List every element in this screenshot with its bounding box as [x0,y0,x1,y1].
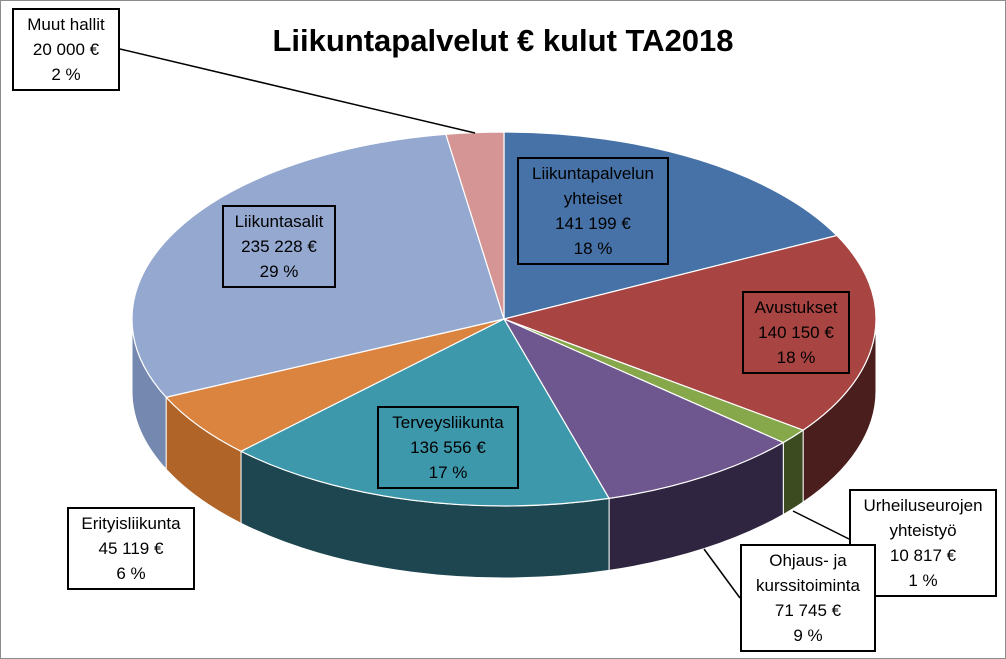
label-avustukset: Avustukset 140 150 € 18 % [742,291,850,374]
label-name-line: kurssitoiminta [756,576,860,595]
label-value: 10 817 € [889,546,957,565]
pie-side-urheiluseurojen-yhteisty [782,429,804,516]
pie-slice-avustukset [501,234,877,431]
label-name-line: Terveysliikunta [392,413,504,432]
label-percent: 1 % [908,571,938,590]
label-name-line: yhteiset [563,189,623,208]
label-muut-hallit: Muut hallit 20 000 € 2 % [12,8,120,91]
label-value: 71 745 € [774,601,842,620]
label-name-line: yhteistyö [889,521,957,540]
pie-slice-ohjaus-ja-kurssitoiminta [502,317,785,500]
leader-urheiluseurojen-yhteistyo [792,510,850,540]
label-name-line: Avustukset [754,298,838,317]
pie-slice-liikuntapalvelun-yhteiset [503,131,839,320]
leader-ohjaus-ja-kurssitoiminta [703,548,741,599]
label-value: 45 119 € [98,539,164,558]
label-name-line: Erityisliikunta [81,514,181,533]
label-percent: 17 % [428,463,468,482]
label-name-line: Urheiluseurojen [863,496,983,515]
chart-title: Liikuntapalvelut € kulut TA2018 [272,23,734,58]
label-value: 141 199 € [555,214,631,233]
label-name-line: Liikuntapalvelun [532,164,654,183]
label-percent: 2 % [51,65,81,84]
label-liikuntapalvelun-yhteiset: Liikuntapalvelun yhteiset 141 199 € 18 % [517,157,669,265]
label-urheiluseurojen-yhteistyo: Urheiluseurojen yhteistyö 10 817 € 1 % [849,489,997,597]
label-value: 235 228 € [241,237,317,256]
label-percent: 29 % [259,262,299,281]
label-value: 136 556 € [410,438,486,457]
pie-slice-erityisliikunta [164,318,505,452]
label-terveysliikunta: Terveysliikunta 136 556 € 17 % [377,406,519,489]
label-value: 20 000 € [32,40,100,59]
label-name-line: Muut hallit [27,15,105,34]
label-percent: 9 % [793,626,823,645]
label-erityisliikunta: Erityisliikunta 45 119 € 6 % [67,507,195,590]
label-percent: 6 % [116,564,146,583]
label-percent: 18 % [573,239,613,258]
label-liikuntasalit: Liikuntasalit 235 228 € 29 % [222,205,336,288]
label-percent: 18 % [776,348,816,367]
label-ohjaus-ja-kurssitoiminta: Ohjaus- ja kurssitoiminta 71 745 € 9 % [740,544,876,652]
label-name-line: Liikuntasalit [234,212,324,231]
pie-slice-liikuntasalit [131,133,505,398]
label-name-line: Ohjaus- ja [769,551,847,570]
leader-muut-hallit [119,48,476,134]
label-value: 140 150 € [758,323,834,342]
